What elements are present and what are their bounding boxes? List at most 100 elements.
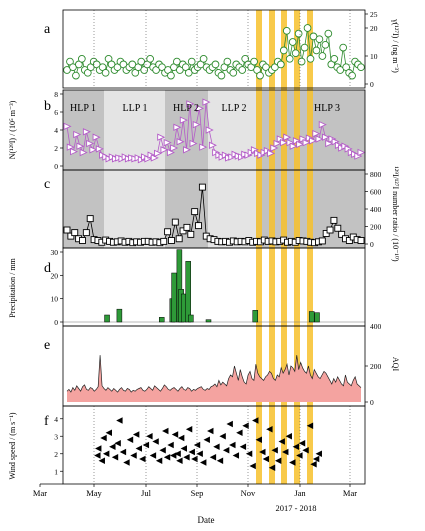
period-band-1 — [63, 90, 104, 248]
point-iodine129 — [283, 133, 292, 141]
point-wind-20 — [152, 438, 159, 445]
point-iodine129 — [95, 145, 104, 153]
point-iodine129 — [76, 142, 85, 150]
point-wind-72 — [312, 455, 320, 463]
point-iodine129 — [186, 100, 195, 108]
point-wind-48 — [232, 452, 240, 459]
point-iodine127 — [77, 54, 86, 63]
point-iodine127 — [288, 38, 297, 46]
point-iodine127 — [321, 40, 330, 49]
y-axis-title-a: γ(¹²⁷I) / (ng m⁻³) — [391, 18, 400, 73]
point-iodine127 — [306, 54, 315, 63]
point-wind-30 — [177, 434, 185, 442]
ytick-label-c-1: 200 — [370, 223, 382, 232]
xtick-label-6: Mar — [343, 488, 357, 498]
ytick-label-b-1: 2 — [54, 144, 58, 153]
point-wind-15 — [135, 445, 143, 452]
point-iodine127 — [229, 68, 238, 77]
point-wind-43 — [216, 457, 224, 464]
y-axis-title-d: Precipitation / mm — [8, 257, 17, 317]
point-ratio — [345, 237, 353, 244]
point-ratio — [187, 230, 195, 238]
point-wind-14 — [132, 431, 140, 438]
point-wind-56 — [259, 448, 266, 456]
ytick-label-d-2: 20 — [51, 271, 59, 280]
point-iodine127 — [315, 35, 324, 44]
point-iodine127 — [211, 60, 220, 69]
point-iodine127 — [339, 43, 348, 52]
point-iodine127 — [223, 57, 232, 66]
point-iodine129 — [309, 137, 318, 145]
point-wind-58 — [266, 426, 273, 433]
point-iodine129 — [86, 139, 95, 148]
ytick-label-a-3: 25 — [370, 10, 378, 19]
x-axis-title: Date — [198, 515, 215, 525]
point-iodine129 — [318, 120, 327, 129]
ytick-label-f-1: 2 — [54, 450, 58, 459]
point-iodine129 — [296, 140, 305, 149]
point-iodine129 — [196, 104, 205, 113]
point-wind-61 — [274, 457, 282, 464]
point-ratio — [338, 230, 346, 238]
point-wind-51 — [242, 422, 249, 429]
point-ratio — [334, 224, 342, 232]
ytick-label-b-4: 8 — [54, 90, 58, 99]
point-wind-13 — [130, 452, 137, 459]
bar-precip-8 — [185, 261, 191, 323]
point-ratio — [175, 235, 183, 243]
ytick-label-c-4: 800 — [370, 170, 382, 179]
point-iodine129 — [176, 137, 185, 146]
point-wind-55 — [255, 436, 262, 443]
point-iodine129 — [63, 122, 72, 131]
ytick-label-b-0: 0 — [54, 162, 58, 171]
highlight-band-5 — [307, 10, 313, 484]
period-label-5: HLP 3 — [314, 103, 340, 114]
point-wind-19 — [149, 452, 157, 459]
bar-precip-1 — [116, 308, 123, 323]
point-wind-23 — [162, 427, 169, 435]
point-wind-59 — [268, 464, 276, 471]
point-wind-50 — [239, 443, 247, 450]
ytick-label-d-1: 10 — [51, 295, 59, 304]
point-wind-66 — [292, 443, 300, 450]
point-iodine127 — [101, 68, 110, 77]
point-wind-32 — [183, 454, 190, 461]
point-iodine127 — [348, 71, 356, 80]
point-wind-4 — [102, 450, 110, 457]
point-wind-37 — [196, 450, 203, 457]
period-label-3: HLP 2 — [173, 103, 199, 114]
point-iodine129 — [179, 116, 188, 124]
ytick-label-f-3: 4 — [54, 415, 58, 424]
point-iodine127 — [324, 29, 333, 38]
point-iodine127 — [357, 63, 365, 72]
xtick-label-2: Jul — [141, 488, 152, 498]
point-iodine129 — [173, 123, 182, 132]
panel-letter-d: d — [44, 261, 51, 276]
point-iodine129 — [170, 144, 179, 152]
point-ratio — [160, 237, 168, 245]
point-iodine129 — [289, 142, 298, 150]
point-ratio — [171, 218, 179, 226]
point-iodine127 — [187, 57, 196, 66]
panel-letter-a: a — [44, 22, 51, 37]
point-wind-18 — [146, 433, 153, 440]
highlight-band-3 — [281, 10, 287, 484]
panel-letter-c: c — [44, 177, 50, 192]
point-iodine127 — [199, 54, 208, 63]
point-wind-25 — [167, 441, 174, 449]
point-iodine129 — [205, 126, 214, 134]
point-iodine127 — [238, 66, 247, 74]
point-wind-12 — [126, 436, 134, 443]
ytick-label-c-0: 0 — [370, 240, 374, 249]
point-wind-49 — [236, 429, 243, 436]
point-wind-28 — [174, 450, 181, 457]
point-iodine127 — [276, 60, 285, 69]
point-iodine127 — [300, 43, 309, 52]
point-wind-8 — [114, 440, 121, 447]
ytick-label-b-3: 6 — [54, 108, 58, 117]
point-ratio — [167, 237, 175, 244]
axes-layer — [39, 9, 368, 487]
point-iodine129 — [73, 130, 82, 139]
